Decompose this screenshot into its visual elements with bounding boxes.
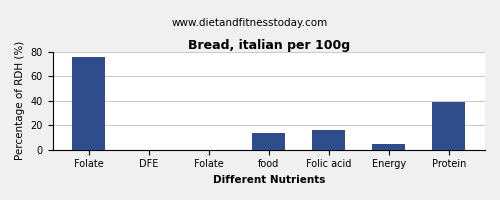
Bar xyxy=(252,133,286,150)
Bar xyxy=(432,102,466,150)
Bar xyxy=(72,57,106,150)
Text: www.dietandfitnesstoday.com: www.dietandfitnesstoday.com xyxy=(172,18,328,28)
X-axis label: Different Nutrients: Different Nutrients xyxy=(212,175,325,185)
Bar xyxy=(372,144,406,150)
Bar xyxy=(312,130,346,150)
Y-axis label: Percentage of RDH (%): Percentage of RDH (%) xyxy=(15,41,25,160)
Title: Bread, italian per 100g: Bread, italian per 100g xyxy=(188,39,350,52)
